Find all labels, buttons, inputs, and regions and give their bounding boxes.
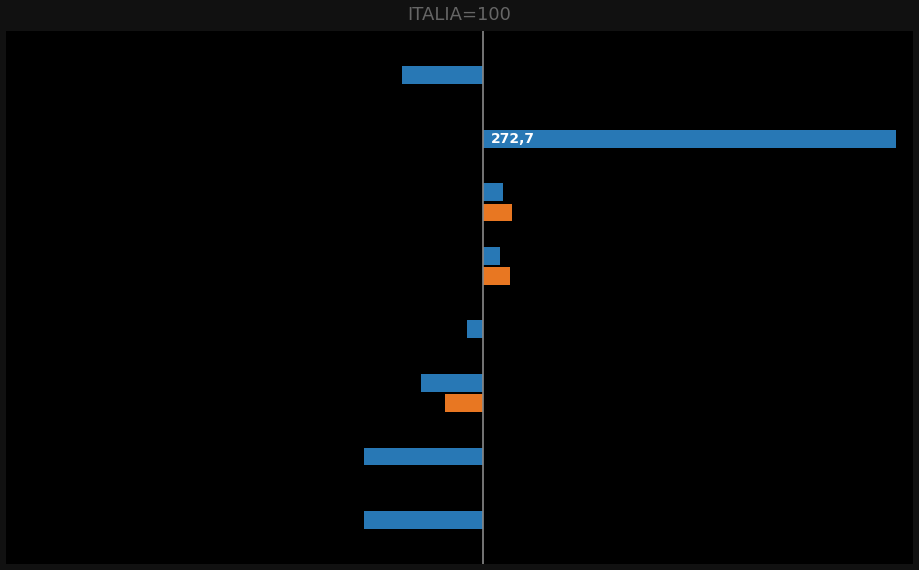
Title: ITALIA=100: ITALIA=100 — [407, 6, 512, 23]
Bar — [483, 203, 512, 221]
Bar — [467, 320, 483, 338]
Bar — [483, 267, 510, 285]
Bar — [364, 511, 483, 529]
Bar — [421, 374, 483, 392]
Bar — [403, 66, 483, 84]
Bar — [483, 130, 896, 148]
Bar — [445, 394, 483, 412]
Bar — [483, 183, 503, 201]
Bar — [483, 247, 500, 264]
Text: 272,7: 272,7 — [491, 132, 535, 146]
Bar — [364, 447, 483, 465]
